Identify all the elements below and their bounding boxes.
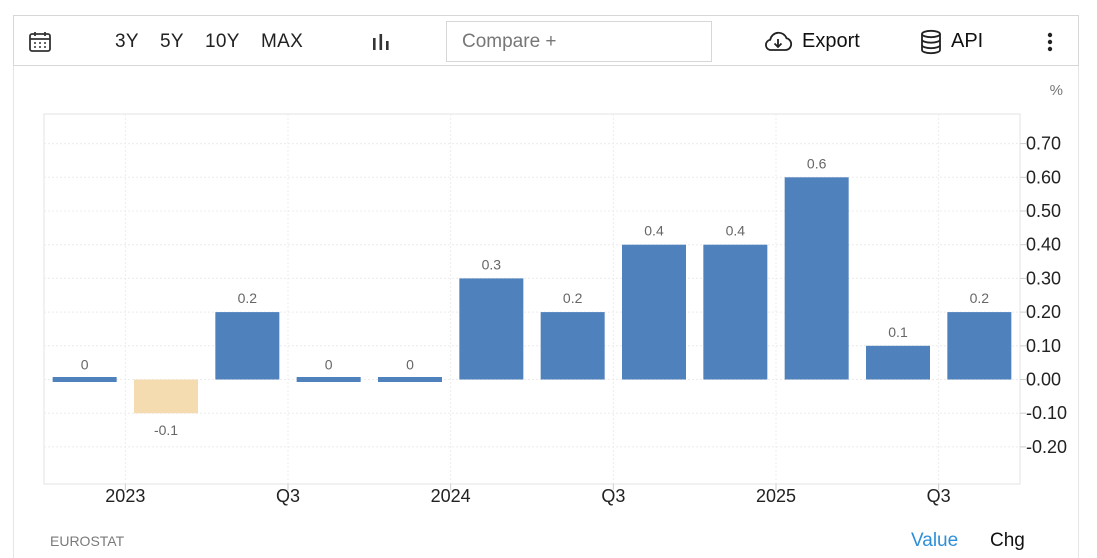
y-tick-label: 0.40 <box>1026 235 1061 255</box>
plot-frame <box>43 113 1021 485</box>
y-unit-label: % <box>1050 82 1063 99</box>
data-label: 0.1 <box>888 324 908 340</box>
y-tick-label: 0.60 <box>1026 167 1061 187</box>
data-label: 0.2 <box>970 290 990 306</box>
data-source: EUROSTAT <box>50 533 125 549</box>
y-tick-label: 0.30 <box>1026 268 1061 288</box>
bar[interactable] <box>134 379 198 414</box>
y-tick-label: -0.10 <box>1026 403 1067 423</box>
cloud-download-icon <box>765 31 793 51</box>
calendar-icon <box>29 31 51 52</box>
data-label: 0.2 <box>238 290 258 306</box>
bar[interactable] <box>296 377 361 382</box>
more-options-button[interactable] <box>1046 16 1054 67</box>
range-5y-button[interactable]: 5Y <box>160 30 184 52</box>
bar[interactable] <box>784 177 849 380</box>
range-3y-button[interactable]: 3Y <box>115 30 139 52</box>
data-label: 0 <box>81 357 89 373</box>
bar[interactable] <box>540 312 605 380</box>
y-tick-label: 0.00 <box>1026 370 1061 390</box>
calendar-button[interactable] <box>28 16 52 67</box>
api-button[interactable]: API <box>919 16 983 67</box>
range-10y-button[interactable]: 10Y <box>205 30 240 52</box>
bar[interactable] <box>215 312 280 380</box>
data-label: 0 <box>406 357 414 373</box>
bar[interactable] <box>866 345 930 380</box>
data-label: 0.4 <box>644 223 664 239</box>
chart-toolbar: 3Y 5Y 10Y MAX Export API <box>13 15 1079 66</box>
export-label: Export <box>802 30 860 52</box>
x-tick-label: 2023 <box>105 486 145 506</box>
x-tick-label: 2025 <box>756 486 796 506</box>
database-icon <box>921 29 941 54</box>
x-tick-label: Q3 <box>601 486 625 506</box>
bar[interactable] <box>378 377 442 382</box>
bar[interactable] <box>52 377 117 382</box>
export-button[interactable]: Export <box>762 16 860 67</box>
data-label: -0.1 <box>154 422 178 438</box>
compare-input[interactable] <box>460 29 704 54</box>
bar[interactable] <box>459 278 524 380</box>
x-tick-label: 2024 <box>431 486 471 506</box>
chart-type-button[interactable] <box>370 16 392 67</box>
more-vertical-icon <box>1047 32 1053 51</box>
data-label: 0.4 <box>726 223 746 239</box>
bar[interactable] <box>622 244 686 380</box>
y-tick-label: -0.20 <box>1026 437 1067 457</box>
data-label: 0.6 <box>807 155 827 171</box>
x-tick-label: Q3 <box>276 486 300 506</box>
value-mode-button[interactable]: Value <box>911 530 959 551</box>
data-label: 0 <box>325 357 333 373</box>
y-tick-label: 0.20 <box>1026 302 1061 322</box>
data-label: 0.2 <box>563 290 583 306</box>
range-max-button[interactable]: MAX <box>261 30 304 52</box>
y-tick-label: 0.70 <box>1026 134 1061 154</box>
api-label: API <box>951 30 984 52</box>
chg-mode-button[interactable]: Chg <box>990 530 1025 551</box>
data-label: 0.3 <box>482 256 502 272</box>
x-tick-label: Q3 <box>927 486 951 506</box>
chart-panel <box>13 66 1079 558</box>
compare-field[interactable] <box>446 21 712 62</box>
bar[interactable] <box>947 312 1012 380</box>
y-tick-label: 0.50 <box>1026 201 1061 221</box>
y-tick-label: 0.10 <box>1026 336 1061 356</box>
bar-chart-icon <box>373 33 389 50</box>
bar[interactable] <box>703 244 768 380</box>
